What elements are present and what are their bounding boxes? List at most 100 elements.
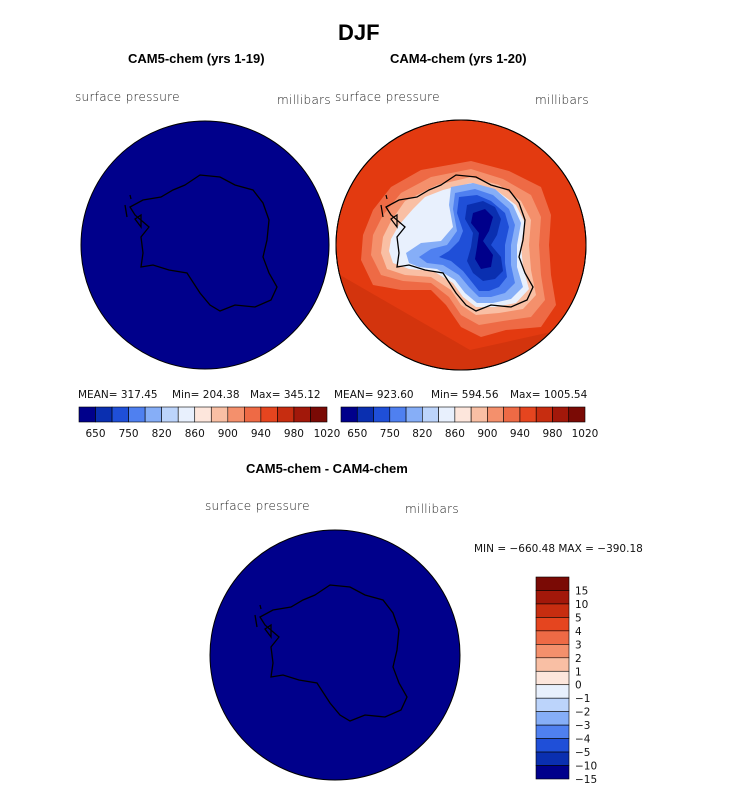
- colorbar-diff-swatch: [535, 697, 570, 712]
- max-cam4: Max= 1005.54: [510, 389, 588, 401]
- colorbar-cam4-tick-label: 750: [380, 428, 400, 440]
- colorbar-cam5-swatch: [210, 406, 229, 423]
- colorbar-diff-swatch: [535, 576, 570, 591]
- colorbar-cam5-swatch: [293, 406, 311, 423]
- colorbar-cam4-swatch: [438, 406, 456, 423]
- colorbar-diff-tick-label: 2: [575, 653, 582, 665]
- colorbar-cam4-tick-label: 940: [510, 428, 530, 440]
- colorbar-cam5-swatch: [78, 406, 96, 423]
- colorbar-cam5-swatch: [95, 406, 113, 423]
- colorbar-cam4-tick-label: 860: [445, 428, 465, 440]
- colorbar-cam5-tick-label: 750: [119, 428, 139, 440]
- colorbar-diff-tick-label: −5: [575, 747, 590, 759]
- colorbar-cam5-swatch: [177, 406, 196, 423]
- colorbar-diff-swatch: [535, 724, 570, 739]
- map-cam4: [335, 119, 587, 371]
- colorbar-cam5-tick-label: 940: [251, 428, 271, 440]
- colorbar-cam4-swatch: [389, 406, 407, 423]
- colorbar-cam5: 650 750 820 860 900 940 980 1020: [78, 406, 341, 440]
- colorbar-diff-swatch: [535, 711, 570, 726]
- colorbar-cam5-swatch: [161, 406, 179, 423]
- colorbar-diff-tick-label: 15: [575, 585, 588, 597]
- colorbar-diff-tick-label: −1: [575, 693, 590, 705]
- colorbar-cam5-swatch: [227, 406, 245, 423]
- colorbar-cam5-swatch: [194, 406, 212, 423]
- antarctica-coastline-diff: [254, 584, 408, 722]
- colorbar-cam5-tick-label: 900: [218, 428, 238, 440]
- colorbar-diff-tick-label: 10: [575, 599, 588, 611]
- colorbar-cam4: 650 750 820 860 900 940 980 1020: [340, 406, 599, 440]
- antarctica-coastline-cam5: [124, 174, 278, 312]
- units-cam5: millibars: [277, 93, 331, 107]
- colorbar-cam5-swatch: [260, 406, 278, 423]
- colorbar-diff-tick-label: −15: [575, 774, 597, 786]
- colorbar-cam4-swatch: [552, 406, 570, 423]
- colorbar-cam5-swatch: [128, 406, 146, 423]
- colorbar-diff-tick-label: 1: [575, 666, 582, 678]
- colorbar-cam5-tick-label: 820: [152, 428, 172, 440]
- colorbar-diff-tick-label: −2: [575, 707, 590, 719]
- colorbar-cam5-tick-label: 860: [185, 428, 205, 440]
- colorbar-cam4-swatch: [340, 406, 358, 423]
- map-cam5: [80, 120, 330, 370]
- colorbar-diff-swatch: [535, 738, 570, 753]
- colorbar-diff-tick-label: 3: [575, 639, 582, 651]
- panel-title-cam5: CAM5-chem (yrs 1-19): [128, 51, 265, 66]
- colorbar-cam4-swatch: [373, 406, 391, 423]
- colorbar-diff-tick-label: −10: [575, 761, 597, 773]
- colorbar-cam4-tick-label: 820: [412, 428, 432, 440]
- colorbar-cam4-tick-label: 900: [477, 428, 497, 440]
- colorbar-cam4-swatch: [422, 406, 439, 423]
- colorbar-cam4-swatch: [535, 406, 553, 423]
- units-cam4: millibars: [535, 93, 589, 107]
- colorbar-cam5-tick-label: 1020: [314, 428, 341, 440]
- field-label-diff: surface pressure: [205, 499, 310, 513]
- minmax-diff: MIN = −660.48 MAX = −390.18: [474, 543, 643, 555]
- colorbar-cam5-swatch: [111, 406, 129, 423]
- max-cam5: Max= 345.12: [250, 389, 321, 401]
- min-cam4: Min= 594.56: [431, 389, 499, 401]
- colorbar-diff-swatch: [535, 670, 570, 686]
- colorbar-cam5-swatch: [277, 406, 295, 423]
- colorbar-cam4-swatch: [356, 406, 374, 423]
- colorbar-diff-tick-label: 0: [575, 680, 582, 692]
- map-diff: [209, 529, 461, 781]
- colorbar-diff-tick-label: 4: [575, 626, 582, 638]
- mean-cam5: MEAN= 317.45: [78, 389, 158, 401]
- colorbar-cam5-swatch: [144, 406, 162, 423]
- colorbar-diff-swatch: [535, 630, 570, 645]
- field-label-cam4: surface pressure: [335, 90, 440, 104]
- units-diff: millibars: [405, 502, 459, 516]
- colorbar-cam4-tick-label: 980: [542, 428, 562, 440]
- colorbar-diff-tick-label: −4: [575, 734, 591, 746]
- colorbar-diff-swatch: [535, 684, 570, 699]
- colorbar-diff-tick-label: −3: [575, 720, 590, 732]
- colorbar-diff-swatch: [535, 590, 570, 605]
- colorbar-cam4-tick-label: 1020: [572, 428, 599, 440]
- colorbar-diff-swatch: [535, 617, 570, 632]
- colorbar-cam5-swatch: [310, 406, 328, 423]
- colorbar-cam5-tick-label: 650: [86, 428, 106, 440]
- colorbar-cam4-swatch: [519, 406, 537, 423]
- colorbar-diff-swatch: [535, 603, 570, 618]
- antarctica-coastline-cam4: [385, 174, 534, 312]
- figure-title: DJF: [338, 20, 380, 45]
- field-label-cam5: surface pressure: [75, 90, 180, 104]
- colorbar-diff-swatch: [535, 765, 570, 780]
- colorbar-cam4-swatch: [568, 406, 586, 423]
- min-cam5: Min= 204.38: [172, 389, 240, 401]
- panel-title-cam4: CAM4-chem (yrs 1-20): [390, 51, 527, 66]
- colorbar-diff-swatch: [535, 644, 570, 659]
- colorbar-diff-swatch: [535, 751, 570, 766]
- colorbar-cam4-swatch: [470, 406, 488, 423]
- panel-title-diff: CAM5-chem - CAM4-chem: [246, 461, 408, 476]
- colorbar-cam4-swatch: [405, 406, 423, 423]
- colorbar-cam4-swatch: [454, 406, 472, 423]
- colorbar-cam4-swatch: [503, 406, 521, 423]
- colorbar-cam5-swatch: [244, 406, 262, 423]
- colorbar-diff-tick-label: 5: [575, 612, 582, 624]
- colorbar-cam4-swatch: [487, 406, 504, 423]
- colorbar-cam4-tick-label: 650: [347, 428, 367, 440]
